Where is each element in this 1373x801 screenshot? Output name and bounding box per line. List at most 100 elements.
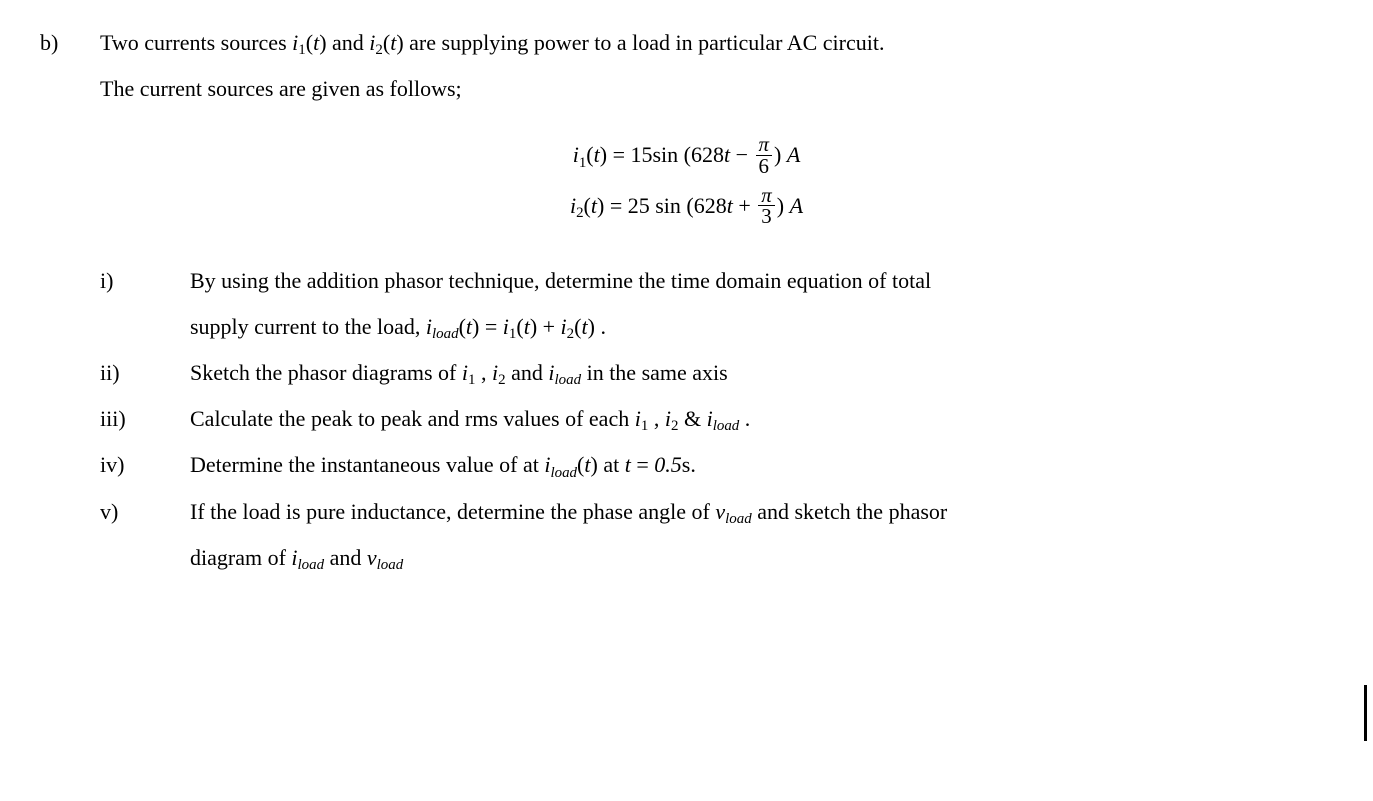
item-i-t2a: supply current to the load,	[190, 314, 426, 339]
item-v-t3: diagram of	[190, 545, 291, 570]
iii-i1-sub: 1	[641, 418, 648, 434]
eq2-omega: 628	[694, 193, 727, 218]
ii-tail: in the same axis	[581, 360, 728, 385]
equation-block: i1(t) = 15sin (628t − π6) A i2(t) = 25 s…	[40, 130, 1333, 231]
item-iv-content: Determine the instantaneous value of at …	[190, 442, 1333, 488]
v-vload2-sub: load	[377, 557, 404, 573]
eq1-lpar: (	[678, 142, 691, 167]
eq2-lhs-sub: 2	[576, 205, 583, 221]
iv-iload-arg: (t)	[577, 452, 598, 477]
item-iii-content: Calculate the peak to peak and rms value…	[190, 396, 1333, 442]
item-ii-t1: Sketch the phasor diagrams of	[190, 360, 462, 385]
i1-arg: (t) +	[516, 314, 560, 339]
item-i-line2: supply current to the load, i load(t) = i…	[190, 304, 1333, 350]
iii-iload-sub: load	[713, 418, 740, 434]
item-iii: iii) Calculate the peak to peak and rms …	[100, 396, 1333, 442]
eq2-unit: A	[790, 193, 803, 218]
v-vload-sym: v	[715, 499, 725, 524]
eq1-num: π	[756, 134, 772, 155]
eq1-omega: 628	[691, 142, 724, 167]
intro-text-1: Two currents sources	[100, 30, 292, 55]
item-ii-label: ii)	[100, 350, 190, 396]
item-iv: iv) Determine the instantaneous value of…	[100, 442, 1333, 488]
eq2-rpar: )	[777, 193, 790, 218]
eq2-sign: +	[733, 193, 756, 218]
eq2-den: 3	[758, 205, 774, 227]
eq1-sign: −	[730, 142, 753, 167]
iload-sub: load	[432, 326, 459, 342]
item-iii-t1: Calculate the peak to peak and rms value…	[190, 406, 635, 431]
eq1-unit: A	[787, 142, 800, 167]
v-vload-sub: load	[725, 511, 752, 527]
ii-comma1: ,	[475, 360, 492, 385]
v-iload-sym: i	[291, 545, 297, 570]
iii-amp: &	[678, 406, 706, 431]
item-v-line2: diagram of iload and vload	[190, 535, 1333, 581]
iii-iload-sym: i	[707, 406, 713, 431]
eq1-func: sin	[652, 142, 678, 167]
eq1-den: 6	[756, 155, 772, 177]
var-i1-sub: 1	[298, 42, 305, 58]
item-i: i) By using the addition phasor techniqu…	[100, 258, 1333, 350]
eq2-frac: π3	[758, 185, 774, 228]
item-v-label: v)	[100, 489, 190, 535]
item-v: v) If the load is pure inductance, deter…	[100, 489, 1333, 581]
eq2-lhs-arg: (t) =	[584, 193, 628, 218]
var-i2-arg: (t)	[383, 30, 404, 55]
i1-sym: i	[503, 314, 509, 339]
text-cursor	[1364, 685, 1367, 741]
eq2-lpar: (	[681, 193, 694, 218]
i1-sub: 1	[509, 326, 516, 342]
v-vload2-sym: v	[367, 545, 377, 570]
eq2-func: sin	[650, 193, 681, 218]
iii-period: .	[739, 406, 750, 431]
iv-tval: 0.5	[654, 452, 682, 477]
intro-tail: are supplying power to a load in particu…	[404, 30, 885, 55]
label-b: b)	[40, 20, 100, 66]
intro-line-1: Two currents sources i1(t) and i2(t) are…	[100, 20, 1333, 66]
equation-1: i1(t) = 15sin (628t − π6) A	[40, 130, 1333, 181]
equation-2: i2(t) = 25 sin (628t + π3) A	[40, 181, 1333, 232]
eq1-lhs-arg: (t) =	[586, 142, 630, 167]
item-iv-t2: at	[598, 452, 625, 477]
item-ii: ii) Sketch the phasor diagrams of i1 , i…	[100, 350, 1333, 396]
ii-and: and	[506, 360, 549, 385]
v-and: and	[324, 545, 367, 570]
item-iv-label: iv)	[100, 442, 190, 488]
intro-line-2: The current sources are given as follows…	[40, 66, 1333, 112]
ii-i1-sub: 1	[468, 372, 475, 388]
iv-period: .	[690, 452, 696, 477]
i2-sub: 2	[567, 326, 574, 342]
ii-iload-sub: load	[554, 372, 581, 388]
iii-i1-sym: i	[635, 406, 641, 431]
eq1-rpar: )	[774, 142, 787, 167]
item-ii-content: Sketch the phasor diagrams of i1 , i2 an…	[190, 350, 1333, 396]
item-iv-t1: Determine the instantaneous value of at	[190, 452, 544, 477]
item-v-line1: If the load is pure inductance, determin…	[190, 489, 1333, 535]
iv-iload-sub: load	[550, 465, 577, 481]
eq2-amp: 25	[628, 193, 650, 218]
iii-i2-sub: 2	[671, 418, 678, 434]
eq1-lhs-sym: i	[573, 142, 579, 167]
iii-comma1: ,	[648, 406, 665, 431]
eq1-frac: π6	[756, 134, 772, 177]
item-i-label: i)	[100, 258, 190, 304]
i2-arg: (t)	[574, 314, 595, 339]
v-iload-sub: load	[298, 557, 325, 573]
sub-items: i) By using the addition phasor techniqu…	[40, 258, 1333, 581]
eq1-lhs-sub: 1	[579, 155, 586, 171]
i2-sym: i	[561, 314, 567, 339]
iload-arg: (t) =	[459, 314, 503, 339]
intro-and: and	[327, 30, 370, 55]
iv-eq: =	[631, 452, 654, 477]
eq2-num: π	[758, 185, 774, 206]
item-v-t1: If the load is pure inductance, determin…	[190, 499, 715, 524]
ii-i2-sub: 2	[498, 372, 505, 388]
var-i2-sub: 2	[375, 42, 382, 58]
item-i-line1: By using the addition phasor technique, …	[190, 258, 1333, 304]
question-b: b) Two currents sources i1(t) and i2(t) …	[40, 20, 1333, 66]
item-v-t2: and sketch the phasor	[752, 499, 948, 524]
item-i-period: .	[595, 314, 606, 339]
item-iii-label: iii)	[100, 396, 190, 442]
var-i1-arg: (t)	[306, 30, 327, 55]
